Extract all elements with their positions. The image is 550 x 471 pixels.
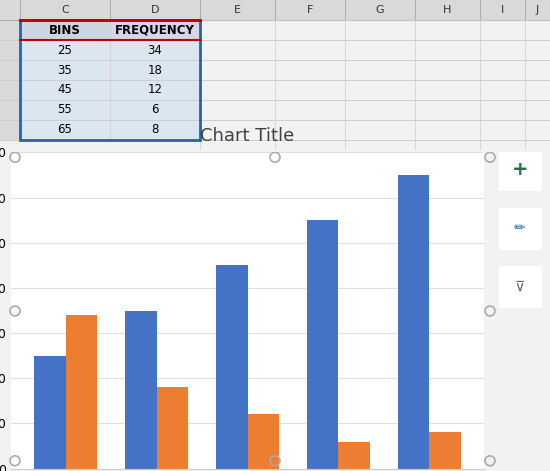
Text: 18: 18 <box>147 64 162 76</box>
Bar <box>248 414 279 469</box>
Bar <box>498 149 541 190</box>
Bar <box>0 20 20 40</box>
Text: +: + <box>512 160 528 179</box>
Text: 55: 55 <box>58 104 73 116</box>
Text: FREQUENCY: FREQUENCY <box>115 24 195 36</box>
Bar <box>307 220 338 469</box>
Bar <box>0 80 20 100</box>
Text: G: G <box>376 5 384 15</box>
Bar <box>0 40 20 60</box>
Bar <box>125 310 157 469</box>
Text: I: I <box>501 5 504 15</box>
Text: D: D <box>151 5 160 15</box>
Bar <box>157 387 188 469</box>
Bar <box>65 315 97 469</box>
Bar <box>398 175 430 469</box>
Bar <box>498 208 541 249</box>
Bar <box>430 432 461 469</box>
Bar <box>20 20 110 40</box>
Title: Chart Title: Chart Title <box>200 127 295 145</box>
Bar <box>110 20 200 40</box>
Text: C: C <box>61 5 69 15</box>
Text: ⊽: ⊽ <box>515 280 525 294</box>
Bar <box>20 40 200 60</box>
Bar <box>0 100 20 120</box>
Text: ✏: ✏ <box>514 221 526 236</box>
Bar <box>20 20 200 140</box>
Bar <box>20 80 200 100</box>
Text: 8: 8 <box>151 123 159 137</box>
Bar <box>20 100 200 120</box>
Text: 12: 12 <box>147 83 162 97</box>
Bar <box>0 0 550 20</box>
Bar <box>0 60 20 80</box>
Bar <box>0 120 20 140</box>
Text: 25: 25 <box>58 43 73 57</box>
Bar <box>216 265 248 469</box>
Bar <box>20 120 200 140</box>
Bar <box>338 441 370 469</box>
Bar <box>34 356 65 469</box>
Text: 6: 6 <box>151 104 159 116</box>
Text: E: E <box>234 5 241 15</box>
Bar <box>498 266 541 308</box>
Text: 34: 34 <box>147 43 162 57</box>
Text: BINS: BINS <box>49 24 81 36</box>
Text: F: F <box>307 5 313 15</box>
Text: H: H <box>443 5 452 15</box>
Text: 65: 65 <box>58 123 73 137</box>
Text: 45: 45 <box>58 83 73 97</box>
Text: J: J <box>536 5 539 15</box>
Text: 35: 35 <box>58 64 73 76</box>
Bar <box>20 60 200 80</box>
